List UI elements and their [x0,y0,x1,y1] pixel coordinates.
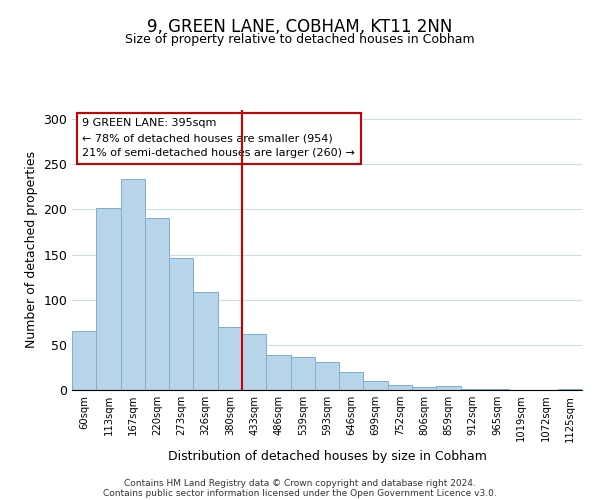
Bar [339,372,364,390]
Bar [145,218,169,390]
Bar [193,292,218,390]
Bar [485,389,509,390]
Bar [436,386,461,390]
Bar [412,388,436,390]
Bar [388,386,412,390]
Text: Contains public sector information licensed under the Open Government Licence v3: Contains public sector information licen… [103,488,497,498]
Bar [72,332,96,390]
Bar [290,356,315,390]
Text: 9, GREEN LANE, COBHAM, KT11 2NN: 9, GREEN LANE, COBHAM, KT11 2NN [148,18,452,36]
Bar [242,334,266,390]
Bar [266,355,290,390]
Text: 9 GREEN LANE: 395sqm
← 78% of detached houses are smaller (954)
21% of semi-deta: 9 GREEN LANE: 395sqm ← 78% of detached h… [82,118,355,158]
Bar [364,381,388,390]
Bar [96,208,121,390]
X-axis label: Distribution of detached houses by size in Cobham: Distribution of detached houses by size … [167,450,487,463]
Bar [461,389,485,390]
Text: Size of property relative to detached houses in Cobham: Size of property relative to detached ho… [125,32,475,46]
Y-axis label: Number of detached properties: Number of detached properties [25,152,38,348]
Bar [558,389,582,390]
Bar [121,178,145,390]
Bar [315,362,339,390]
Bar [218,327,242,390]
Bar [169,258,193,390]
Text: Contains HM Land Registry data © Crown copyright and database right 2024.: Contains HM Land Registry data © Crown c… [124,478,476,488]
